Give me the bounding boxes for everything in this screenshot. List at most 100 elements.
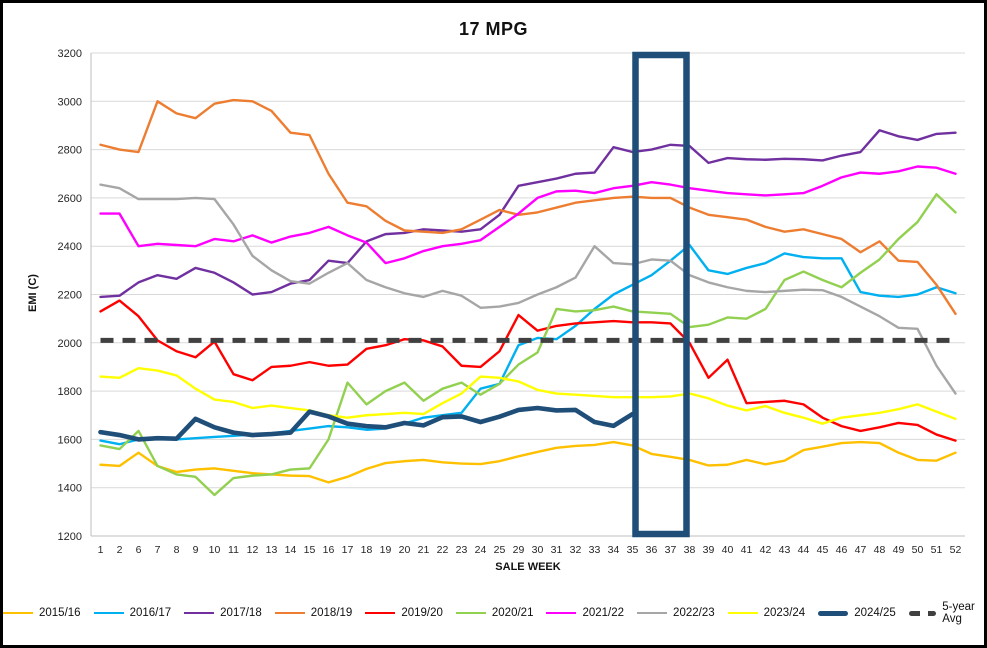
legend-item-2021-22: 2021/22 <box>546 607 624 619</box>
legend-swatch <box>455 611 486 615</box>
x-tick-label: 34 <box>608 544 620 556</box>
legend-item-2022-23: 2022/23 <box>637 607 715 619</box>
legend-item-2016-17: 2016/17 <box>93 607 172 619</box>
x-tick-label: 14 <box>285 544 297 556</box>
y-tick-label: 2200 <box>58 290 82 302</box>
x-tick-label: 40 <box>722 544 734 556</box>
legend-label: 2018/19 <box>310 607 353 619</box>
y-tick-label: 2800 <box>58 145 82 157</box>
x-tick-label: 18 <box>361 544 373 556</box>
x-tick-label: 50 <box>912 544 924 556</box>
x-tick-label: 47 <box>855 544 867 556</box>
x-tick-label: 7 <box>155 544 161 556</box>
legend-item-2020-21: 2020/21 <box>455 607 534 619</box>
legend-swatch <box>3 611 33 615</box>
legend-swatch <box>637 611 668 615</box>
x-tick-label: 32 <box>570 544 582 556</box>
legend-label: 2023/24 <box>763 607 806 619</box>
y-tick-label: 2600 <box>58 193 82 205</box>
y-tick-label: 3000 <box>58 96 82 108</box>
y-tick-label: 3200 <box>58 48 82 60</box>
y-tick-label: 2000 <box>58 338 82 350</box>
x-tick-label: 38 <box>684 544 696 556</box>
x-tick-label: 31 <box>551 544 563 556</box>
legend-item-2019-20: 2019/20 <box>365 607 443 619</box>
plot-area: 1200 1400 1600 1800 2000 2200 2400 2600 2800 3000… <box>58 48 965 556</box>
x-tick-label: 43 <box>779 544 791 556</box>
legend-item-2024-25: 2024/25 <box>818 607 896 619</box>
x-tick-label: 52 <box>950 544 962 556</box>
series-line-2018-19 <box>99 98 957 316</box>
x-tick-label: 35 <box>627 544 639 556</box>
x-tick-label: 29 <box>513 544 525 556</box>
x-tick-label: 30 <box>532 544 544 556</box>
legend-item-2017-18: 2017/18 <box>184 607 262 619</box>
x-tick-label: 39 <box>703 544 715 556</box>
x-tick-label: 25 <box>494 544 506 556</box>
x-tick-label: 42 <box>760 544 772 556</box>
series-line-2022-23 <box>99 183 957 395</box>
series-line-2023-24 <box>99 366 957 425</box>
series-line-2024-25 <box>98 405 635 442</box>
x-tick-label: 36 <box>646 544 658 556</box>
series-line-2015-16 <box>99 440 957 484</box>
series-line-2019-20 <box>99 299 957 442</box>
legend-item-2023-24: 2023/24 <box>727 607 806 619</box>
legend-label: 2019/20 <box>401 607 443 619</box>
x-tick-label: 19 <box>380 544 392 556</box>
y-tick-label: 1400 <box>58 483 82 495</box>
x-tick-label: 21 <box>418 544 430 556</box>
x-tick-label: 24 <box>475 544 487 556</box>
series-line-2020-21 <box>99 193 957 497</box>
legend-label: 2022/23 <box>673 607 715 619</box>
x-tick-label: 22 <box>437 544 449 556</box>
y-tick-label: 1800 <box>58 386 82 398</box>
x-tick-label: 16 <box>323 544 335 556</box>
x-tick-label: 33 <box>589 544 601 556</box>
x-tick-label: 10 <box>209 544 221 556</box>
legend-swatch <box>546 611 577 615</box>
legend-label: 5-year Avg <box>942 601 975 625</box>
legend-swatch <box>93 611 124 615</box>
x-tick-label: 15 <box>304 544 316 556</box>
legend-swatch <box>727 611 758 615</box>
x-tick-label: 44 <box>798 544 810 556</box>
legend-swatch <box>274 611 305 615</box>
x-tick-label: 11 <box>228 544 239 556</box>
legend-item-2018-19: 2018/19 <box>274 607 353 619</box>
legend-label: 2017/18 <box>220 607 262 619</box>
legend-label: 2015/16 <box>39 607 81 619</box>
legend-swatch <box>818 610 849 616</box>
legend-item-5-year-avg: 5-year Avg <box>908 601 984 625</box>
x-tick-label: 51 <box>931 544 943 556</box>
y-axis-title: EMI (C) <box>27 274 39 312</box>
x-tick-label: 20 <box>399 544 411 556</box>
legend-swatch <box>365 611 396 615</box>
x-tick-label: 2 <box>117 544 123 556</box>
x-tick-label: 6 <box>136 544 142 556</box>
x-tick-label: 49 <box>893 544 905 556</box>
legend-label: 2024/25 <box>854 607 896 619</box>
x-tick-label: 8 <box>174 544 180 556</box>
y-tick-label: 1200 <box>58 531 82 543</box>
x-tick-label: 1 <box>98 544 104 556</box>
x-tick-label: 9 <box>193 544 199 556</box>
x-tick-label: 45 <box>817 544 829 556</box>
legend-item-2015-16: 2015/16 <box>3 607 81 619</box>
series-line-2017-18 <box>99 129 957 299</box>
legend-label: 2020/21 <box>491 607 534 619</box>
highlight-box <box>632 51 690 538</box>
legend-swatch <box>184 611 215 615</box>
x-tick-label: 37 <box>665 544 677 556</box>
x-axis-title: SALE WEEK <box>495 561 561 573</box>
y-tick-label: 1600 <box>58 434 82 446</box>
legend-label: 2016/17 <box>129 607 172 619</box>
y-tick-label: 2400 <box>58 241 82 253</box>
x-tick-label: 23 <box>456 544 468 556</box>
x-tick-label: 13 <box>266 544 278 556</box>
x-tick-label: 12 <box>247 544 259 556</box>
x-tick-label: 17 <box>342 544 354 556</box>
legend-swatch <box>908 610 937 616</box>
x-tick-label: 41 <box>741 544 753 556</box>
